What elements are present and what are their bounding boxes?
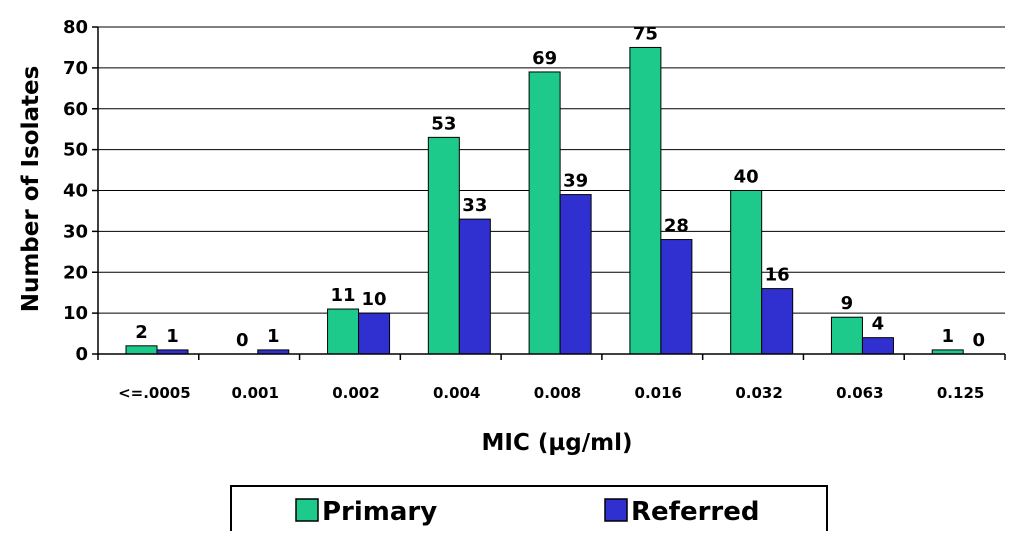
x-tick-label: 0.125 [937,384,984,402]
x-tick-label: 0.001 [231,384,278,402]
data-label-referred-5: 28 [664,216,689,237]
y-tick-label: 30 [63,221,88,242]
data-label-primary-6: 40 [734,167,759,188]
y-tick-label: 20 [63,262,88,283]
data-label-primary-8: 1 [941,326,954,347]
bar-primary-2 [327,308,360,355]
data-label-primary-5: 75 [633,23,658,44]
bar-referred-6 [761,288,794,355]
legend-label-primary: Primary [322,497,437,527]
bar-referred-2 [358,312,391,355]
bar-referred-7 [861,337,894,355]
bar-referred-5 [660,239,693,355]
bar-referred-3 [458,218,491,355]
bar-primary-4 [528,71,561,355]
data-label-primary-2: 11 [331,285,356,306]
data-label-referred-4: 39 [563,171,588,192]
y-tick-label: 80 [63,17,88,38]
data-label-primary-3: 53 [431,113,456,134]
data-label-referred-0: 1 [166,326,179,347]
bars [125,46,964,355]
y-tick-label: 60 [63,99,88,120]
x-tick-label: 0.032 [735,384,782,402]
y-tick-label: 50 [63,140,88,161]
bar-primary-0 [125,345,158,355]
bar-referred-4 [559,194,592,355]
bar-primary-5 [629,46,662,355]
bar-primary-3 [427,136,460,355]
data-label-primary-1: 0 [236,330,249,351]
data-label-referred-7: 4 [872,314,885,335]
data-label-primary-7: 9 [841,293,854,314]
legend-swatch-primary [295,498,319,522]
legend: Primary Referred [230,485,828,535]
legend-swatch-referred [604,498,628,522]
x-tick-label: 0.008 [534,384,581,402]
x-tick-label: 0.004 [433,384,480,402]
data-label-primary-4: 69 [532,48,557,69]
data-label-referred-6: 16 [765,265,790,286]
x-tick-label: 0.002 [332,384,379,402]
data-label-primary-0: 2 [135,322,148,343]
data-label-referred-3: 33 [462,195,487,216]
x-axis-title: MIC (µg/ml) [482,430,633,456]
x-tick-label: <=.0005 [118,384,191,402]
legend-label-referred: Referred [631,497,760,527]
y-axis-title: Number of Isolates [18,66,44,313]
y-tick-label: 0 [75,344,88,365]
bar-primary-7 [830,316,863,355]
y-tick-label: 40 [63,181,88,202]
legend-box [230,485,828,535]
data-label-referred-1: 1 [267,326,280,347]
data-label-referred-8: 0 [972,330,985,351]
bar-primary-6 [730,190,763,355]
y-tick-label: 70 [63,58,88,79]
data-label-referred-2: 10 [362,289,387,310]
x-tick-label: 0.016 [635,384,682,402]
x-tick-label: 0.063 [836,384,883,402]
y-tick-label: 10 [63,303,88,324]
